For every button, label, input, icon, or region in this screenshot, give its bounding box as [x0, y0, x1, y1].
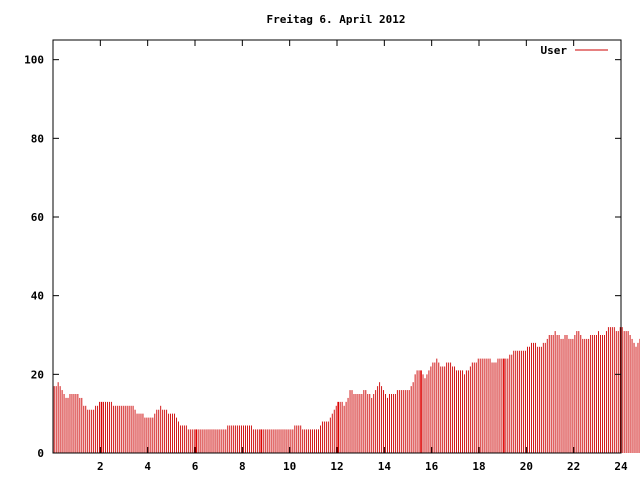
x-tick-label: 22 — [567, 460, 580, 473]
y-tick-label: 40 — [31, 290, 44, 303]
bar-series-user — [53, 327, 640, 453]
x-tick-label: 8 — [239, 460, 246, 473]
x-tick-label: 4 — [144, 460, 151, 473]
x-tick-label: 20 — [520, 460, 533, 473]
y-tick-label: 80 — [31, 132, 44, 145]
x-tick-label: 2 — [97, 460, 104, 473]
x-tick-label: 6 — [192, 460, 199, 473]
y-tick-label: 0 — [37, 447, 44, 460]
x-tick-label: 10 — [283, 460, 296, 473]
x-tick-label: 12 — [330, 460, 343, 473]
x-tick-label: 14 — [378, 460, 392, 473]
x-tick-label: 18 — [472, 460, 485, 473]
x-tick-label: 16 — [425, 460, 439, 473]
x-tick-label: 24 — [614, 460, 628, 473]
y-tick-label: 60 — [31, 211, 44, 224]
y-tick-label: 100 — [24, 54, 44, 67]
y-tick-label: 20 — [31, 368, 44, 381]
legend-label-user: User — [541, 44, 568, 57]
chart-title: Freitag 6. April 2012 — [266, 13, 405, 26]
legend: User — [541, 44, 608, 57]
